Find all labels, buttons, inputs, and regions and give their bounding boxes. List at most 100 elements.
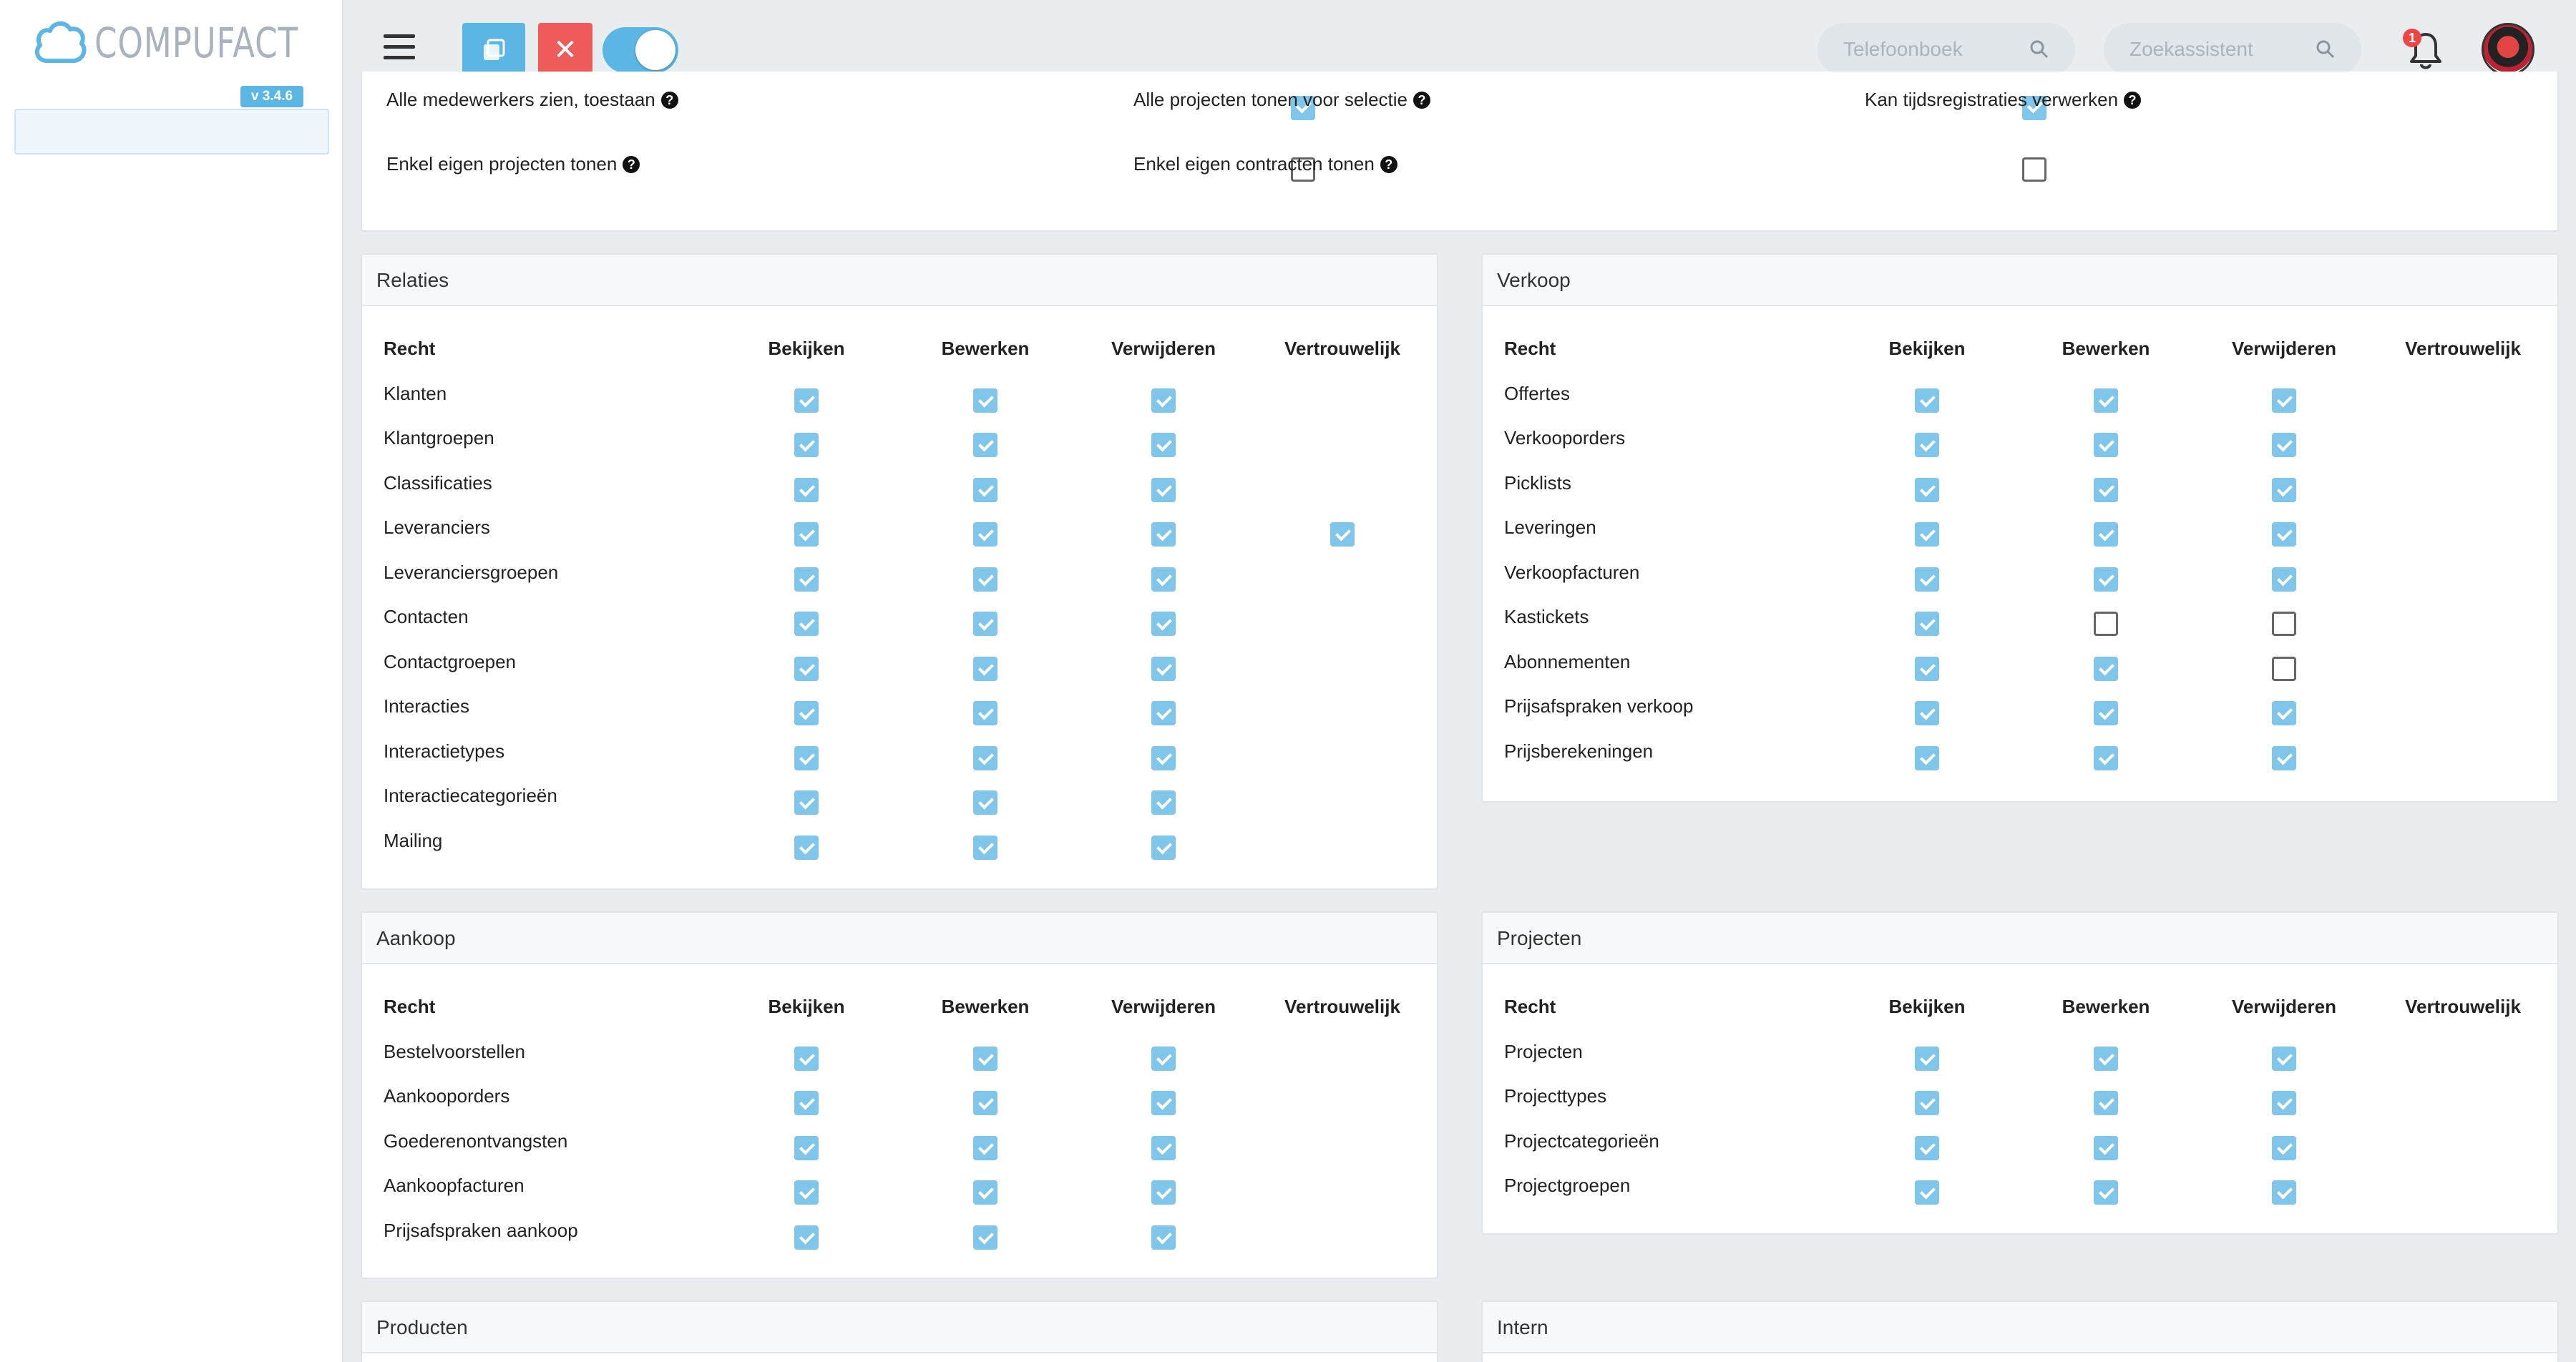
phonebook-search[interactable]	[1818, 23, 2075, 76]
bekijken-checkbox[interactable]	[794, 701, 819, 725]
bekijken-checkbox[interactable]	[1915, 1046, 1939, 1071]
bewerken-checkbox[interactable]	[973, 612, 997, 636]
bekijken-checkbox[interactable]	[794, 745, 819, 770]
verwijderen-checkbox[interactable]	[2272, 388, 2296, 413]
vertrouwelijk-checkbox[interactable]	[1330, 522, 1355, 547]
search-assistant[interactable]	[2104, 23, 2361, 76]
help-icon[interactable]: ?	[2124, 91, 2142, 109]
bekijken-checkbox[interactable]	[794, 790, 819, 815]
verwijderen-checkbox[interactable]	[1151, 522, 1176, 547]
search-assistant-input[interactable]	[2129, 38, 2316, 61]
help-icon[interactable]: ?	[1380, 155, 1397, 173]
bewerken-checkbox[interactable]	[973, 701, 997, 725]
verwijderen-checkbox[interactable]	[1151, 433, 1176, 457]
bekijken-checkbox[interactable]	[1915, 1091, 1939, 1115]
bewerken-checkbox[interactable]	[2094, 388, 2118, 413]
bewerken-checkbox[interactable]	[973, 477, 997, 502]
bekijken-checkbox[interactable]	[1915, 1180, 1939, 1205]
bekijken-checkbox[interactable]	[1915, 701, 1939, 725]
bewerken-checkbox[interactable]	[2094, 1180, 2118, 1205]
bekijken-checkbox[interactable]	[794, 567, 819, 592]
search-icon[interactable]	[2029, 39, 2049, 59]
verwijderen-checkbox[interactable]	[2272, 567, 2296, 592]
bewerken-checkbox[interactable]	[2094, 522, 2118, 547]
setting-checkbox[interactable]	[2022, 157, 2046, 182]
help-icon[interactable]: ?	[660, 91, 678, 109]
bewerken-checkbox[interactable]	[973, 745, 997, 770]
verwijderen-checkbox[interactable]	[1151, 745, 1176, 770]
menu-icon[interactable]	[384, 34, 415, 63]
verwijderen-checkbox[interactable]	[2272, 433, 2296, 457]
bewerken-checkbox[interactable]	[973, 835, 997, 860]
verwijderen-checkbox[interactable]	[1151, 835, 1176, 860]
bewerken-checkbox[interactable]	[973, 433, 997, 457]
verwijderen-checkbox[interactable]	[1151, 567, 1176, 592]
verwijderen-checkbox[interactable]	[1151, 1091, 1176, 1115]
bekijken-checkbox[interactable]	[794, 1225, 819, 1250]
bekijken-checkbox[interactable]	[794, 433, 819, 457]
bekijken-checkbox[interactable]	[794, 388, 819, 413]
bewerken-checkbox[interactable]	[2094, 477, 2118, 502]
verwijderen-checkbox[interactable]	[2272, 1180, 2296, 1205]
verwijderen-checkbox[interactable]	[1151, 1180, 1176, 1205]
bewerken-checkbox[interactable]	[973, 1046, 997, 1071]
logo[interactable]: COMPUFACT	[33, 14, 356, 72]
bekijken-checkbox[interactable]	[1915, 1135, 1939, 1160]
bekijken-checkbox[interactable]	[1915, 567, 1939, 592]
bewerken-checkbox[interactable]	[973, 1225, 997, 1250]
bekijken-checkbox[interactable]	[1915, 612, 1939, 636]
verwijderen-checkbox[interactable]	[1151, 701, 1176, 725]
bekijken-checkbox[interactable]	[794, 1135, 819, 1160]
bekijken-checkbox[interactable]	[794, 477, 819, 502]
bewerken-checkbox[interactable]	[973, 522, 997, 547]
bekijken-checkbox[interactable]	[794, 656, 819, 681]
help-icon[interactable]: ?	[623, 155, 640, 173]
bewerken-checkbox[interactable]	[2094, 656, 2118, 681]
verwijderen-checkbox[interactable]	[1151, 388, 1176, 413]
bewerken-checkbox[interactable]	[2094, 1135, 2118, 1160]
bekijken-checkbox[interactable]	[794, 1046, 819, 1071]
setting-checkbox[interactable]	[2022, 96, 2046, 120]
bewerken-checkbox[interactable]	[973, 567, 997, 592]
bekijken-checkbox[interactable]	[1915, 477, 1939, 502]
bewerken-checkbox[interactable]	[2094, 612, 2118, 636]
bewerken-checkbox[interactable]	[2094, 433, 2118, 457]
close-button[interactable]: ✕	[538, 23, 592, 77]
bekijken-checkbox[interactable]	[1915, 433, 1939, 457]
bewerken-checkbox[interactable]	[2094, 567, 2118, 592]
avatar[interactable]	[2482, 23, 2534, 76]
verwijderen-checkbox[interactable]	[2272, 745, 2296, 770]
verwijderen-checkbox[interactable]	[1151, 1046, 1176, 1071]
verwijderen-checkbox[interactable]	[2272, 656, 2296, 681]
bewerken-checkbox[interactable]	[973, 656, 997, 681]
bekijken-checkbox[interactable]	[1915, 388, 1939, 413]
setting-checkbox[interactable]	[1291, 96, 1315, 120]
verwijderen-checkbox[interactable]	[1151, 612, 1176, 636]
sidebar-search-input[interactable]	[14, 109, 329, 155]
bewerken-checkbox[interactable]	[973, 790, 997, 815]
verwijderen-checkbox[interactable]	[1151, 656, 1176, 681]
verwijderen-checkbox[interactable]	[2272, 522, 2296, 547]
phonebook-search-input[interactable]	[1843, 38, 2029, 61]
notifications[interactable]: 1	[2403, 29, 2447, 72]
bekijken-checkbox[interactable]	[1915, 522, 1939, 547]
duplicate-button[interactable]	[462, 23, 525, 77]
help-icon[interactable]: ?	[1413, 91, 1431, 109]
verwijderen-checkbox[interactable]	[2272, 1091, 2296, 1115]
search-icon[interactable]	[2316, 39, 2336, 59]
bewerken-checkbox[interactable]	[973, 1135, 997, 1160]
bekijken-checkbox[interactable]	[794, 522, 819, 547]
bekijken-checkbox[interactable]	[1915, 656, 1939, 681]
bewerken-checkbox[interactable]	[973, 388, 997, 413]
verwijderen-checkbox[interactable]	[2272, 477, 2296, 502]
mode-toggle[interactable]	[602, 27, 678, 73]
verwijderen-checkbox[interactable]	[1151, 477, 1176, 502]
bekijken-checkbox[interactable]	[794, 1091, 819, 1115]
bewerken-checkbox[interactable]	[2094, 1046, 2118, 1071]
bewerken-checkbox[interactable]	[2094, 745, 2118, 770]
verwijderen-checkbox[interactable]	[2272, 1046, 2296, 1071]
verwijderen-checkbox[interactable]	[2272, 1135, 2296, 1160]
verwijderen-checkbox[interactable]	[1151, 790, 1176, 815]
bekijken-checkbox[interactable]	[1915, 745, 1939, 770]
bewerken-checkbox[interactable]	[2094, 701, 2118, 725]
